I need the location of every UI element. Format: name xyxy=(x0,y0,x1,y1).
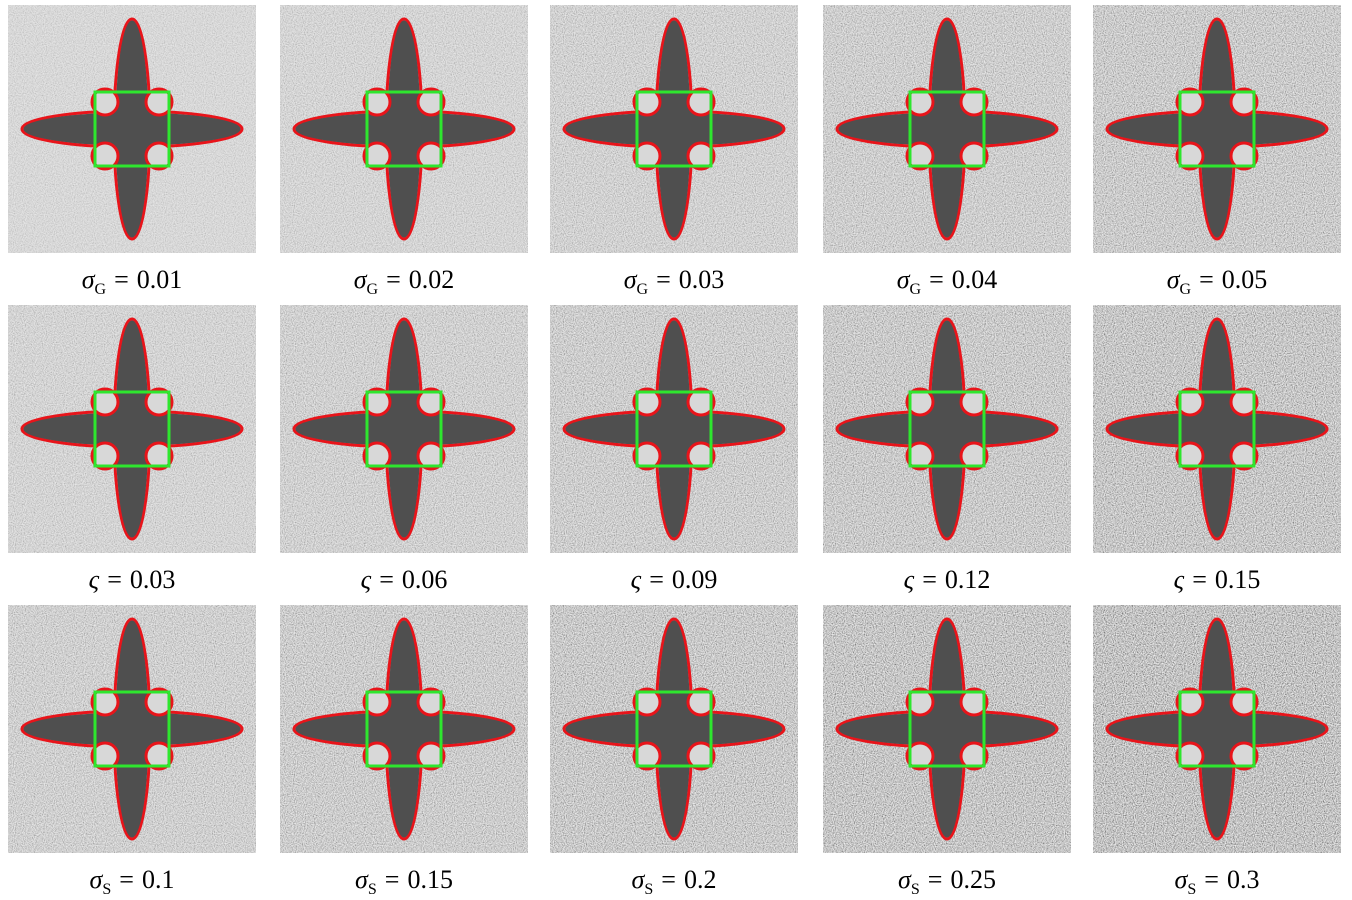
caption-subscript: S xyxy=(1187,881,1196,898)
caption: ς= 0.06 xyxy=(361,565,448,594)
caption-operator: = xyxy=(386,265,401,294)
panel: σS=0.3 xyxy=(1093,605,1341,898)
caption-symbol: ς xyxy=(1174,565,1185,594)
page: σG=0.01σG=0.02σG=0.03σG=0.04σG=0.05ς=0.0… xyxy=(0,0,1352,900)
panel: ς= 0.09 xyxy=(550,305,798,594)
caption-symbol: ς xyxy=(361,565,372,594)
caption-subscript: G xyxy=(95,281,107,298)
caption-value: 0.03 xyxy=(130,565,176,594)
caption-operator: = xyxy=(649,565,664,594)
panel: ς= 0.12 xyxy=(823,305,1071,594)
caption-operator: = xyxy=(929,265,944,294)
caption: σS=0.1 xyxy=(90,865,175,898)
caption: σG=0.05 xyxy=(1167,265,1268,298)
caption: σG=0.02 xyxy=(354,265,455,298)
caption-operator: = xyxy=(1204,865,1219,894)
caption-subscript: S xyxy=(644,881,653,898)
caption-value: 0.01 xyxy=(137,265,183,294)
caption-value: 0.12 xyxy=(945,565,991,594)
panel: σS=0.15 xyxy=(280,605,528,898)
caption-subscript: G xyxy=(910,281,922,298)
caption-subscript: G xyxy=(367,281,379,298)
caption-operator: = xyxy=(119,865,134,894)
figure: σG=0.01σG=0.02σG=0.03σG=0.04σG=0.05ς=0.0… xyxy=(0,0,1352,900)
caption-symbol: ς xyxy=(631,565,642,594)
caption-operator: = xyxy=(114,265,129,294)
caption-symbol: ς xyxy=(89,565,100,594)
caption-operator: = xyxy=(656,265,671,294)
caption-subscript: S xyxy=(911,881,920,898)
panel: σS=0.2 xyxy=(550,605,798,898)
caption-operator: = xyxy=(1192,565,1207,594)
caption: ς= 0.03 xyxy=(89,565,176,594)
caption: σG=0.03 xyxy=(624,265,725,298)
caption-operator: = xyxy=(107,565,122,594)
caption-value: 0.02 xyxy=(409,265,455,294)
caption: σS=0.25 xyxy=(898,865,996,898)
panel: σS=0.25 xyxy=(823,605,1071,898)
caption-value: 0.09 xyxy=(672,565,718,594)
caption-subscript: S xyxy=(368,881,377,898)
caption: σS=0.3 xyxy=(1175,865,1260,898)
caption: ς= 0.15 xyxy=(1174,565,1261,594)
panel: ς= 0.06 xyxy=(280,305,528,594)
caption-subscript: S xyxy=(102,881,111,898)
caption-value: 0.3 xyxy=(1227,865,1260,894)
caption-subscript: G xyxy=(637,281,649,298)
caption-operator: = xyxy=(661,865,676,894)
caption-value: 0.15 xyxy=(1215,565,1261,594)
caption: ς= 0.12 xyxy=(904,565,991,594)
caption-operator: = xyxy=(1199,265,1214,294)
panel: σG=0.05 xyxy=(1093,5,1341,298)
caption-value: 0.2 xyxy=(684,865,717,894)
caption-operator: = xyxy=(385,865,400,894)
panel: σG=0.03 xyxy=(550,5,798,298)
caption-operator: = xyxy=(928,865,943,894)
panel: σS=0.1 xyxy=(8,605,256,898)
caption-symbol: ς xyxy=(904,565,915,594)
panel: ς= 0.03 xyxy=(8,305,256,594)
caption-value: 0.04 xyxy=(952,265,998,294)
caption: σS=0.2 xyxy=(632,865,717,898)
caption-value: 0.06 xyxy=(402,565,448,594)
caption-value: 0.15 xyxy=(407,865,453,894)
caption-subscript: G xyxy=(1180,281,1192,298)
caption-operator: = xyxy=(922,565,937,594)
panel: σG=0.04 xyxy=(823,5,1071,298)
caption: σG=0.01 xyxy=(82,265,183,298)
caption: σG=0.04 xyxy=(897,265,998,298)
caption-value: 0.05 xyxy=(1222,265,1268,294)
panel: σG=0.02 xyxy=(280,5,528,298)
panel: ς= 0.15 xyxy=(1093,305,1341,594)
panel: σG=0.01 xyxy=(8,5,256,298)
caption-value: 0.03 xyxy=(679,265,725,294)
caption: ς= 0.09 xyxy=(631,565,718,594)
caption: σS=0.15 xyxy=(355,865,453,898)
caption-value: 0.1 xyxy=(142,865,175,894)
caption-operator: = xyxy=(379,565,394,594)
caption-value: 0.25 xyxy=(950,865,996,894)
